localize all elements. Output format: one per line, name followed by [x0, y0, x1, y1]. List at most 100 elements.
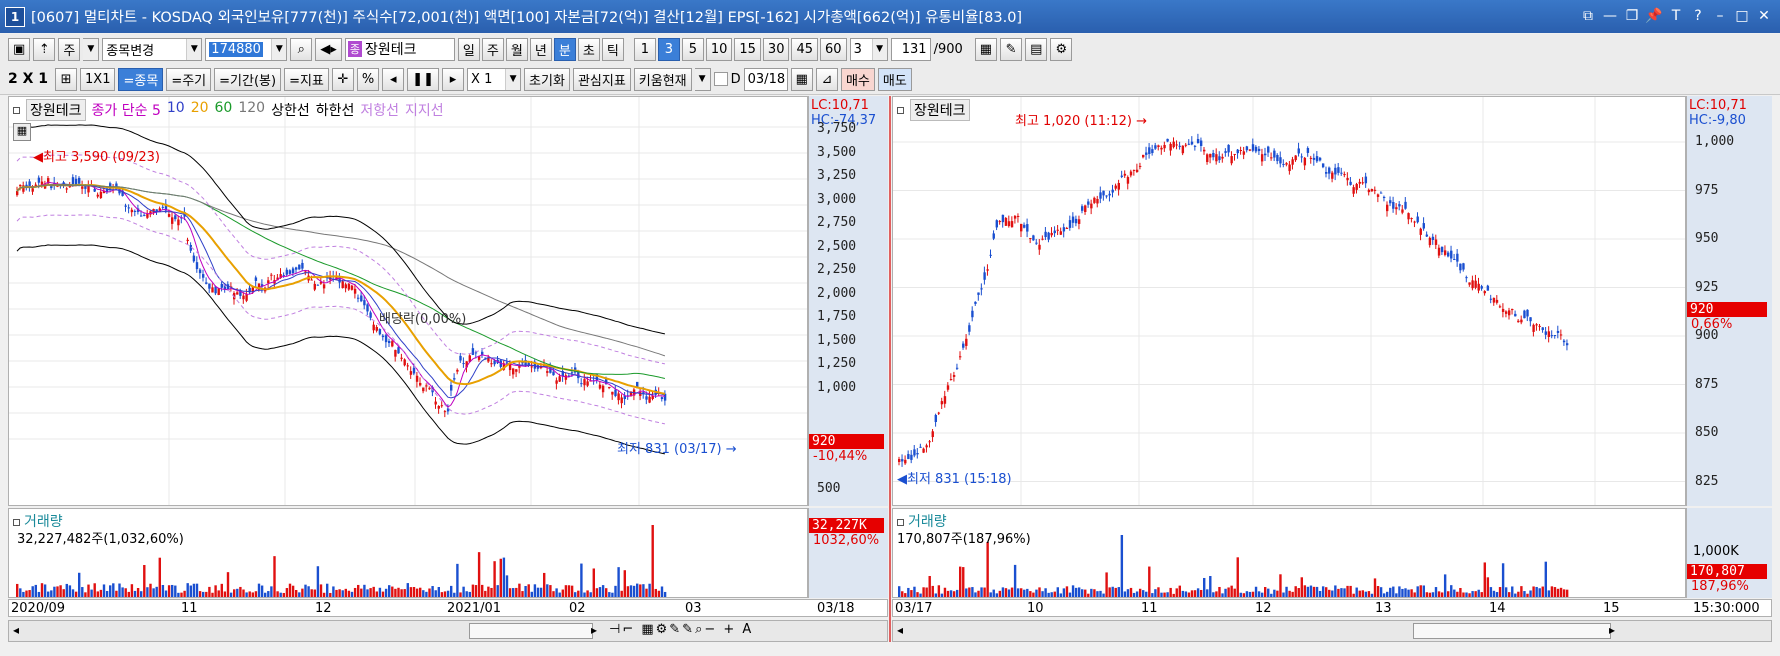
link-tab[interactable]: =종목	[118, 67, 164, 91]
left-price-pane[interactable]: ◀최고 3,590 (09/23) 배당락(0,00%) 최저 831 (03/17…	[8, 96, 808, 506]
kiwoom-dropdown[interactable]: ▼	[694, 67, 711, 91]
table-icon[interactable]: ▦	[13, 123, 31, 141]
layout-icon[interactable]: ▣	[8, 37, 31, 61]
stock-code-input[interactable]: 174880 ▼	[205, 37, 288, 61]
link-tab[interactable]: =지표	[284, 67, 329, 91]
link-tab[interactable]: =기간(봉)	[214, 67, 282, 91]
minimize-icon[interactable]: —	[1603, 8, 1617, 24]
legend-item[interactable]: 저항선	[360, 103, 399, 119]
interest-indicator-button[interactable]: 관심지표	[572, 67, 631, 91]
left-scrollbar[interactable]: ◂ ▸ ⊣⌐ ▦⚙✎✎⌕− + A	[8, 620, 888, 642]
link-tab[interactable]: =주기	[166, 67, 212, 91]
volume-bar	[586, 590, 589, 597]
indicator-add-icon[interactable]: ▦	[974, 37, 998, 61]
window-minimize-icon[interactable]: –	[1716, 8, 1724, 24]
draw-tool-icon[interactable]: ✎	[1000, 37, 1023, 61]
link-icon[interactable]: ⧉	[1583, 8, 1593, 24]
calendar-icon[interactable]: ▦	[790, 67, 813, 91]
candle-body	[998, 221, 1002, 223]
scroll-left-icon[interactable]: ◂	[897, 623, 904, 637]
legend-item[interactable]: 지지선	[405, 103, 444, 119]
support-line	[16, 214, 666, 425]
count-input[interactable]: 131	[890, 37, 931, 61]
minute-tab[interactable]: 60	[820, 37, 847, 61]
window-maximize-icon[interactable]: □	[1735, 8, 1749, 24]
minute-tab[interactable]: 1	[633, 37, 656, 61]
sell-button[interactable]: 매도	[877, 67, 912, 91]
minute-tab[interactable]: 10	[705, 37, 733, 61]
period-tab[interactable]: 일	[457, 37, 480, 61]
stock-name-field[interactable]: 종 장원테크	[344, 37, 455, 61]
font-icon[interactable]: T	[1671, 8, 1681, 24]
minute-tab[interactable]: 5	[681, 37, 704, 61]
candle-body	[353, 288, 357, 294]
multiplier-select[interactable]: X 1 ▼	[467, 67, 522, 91]
left-volume-pane[interactable]: 거래량 32,227,482주(1,032,60%)	[8, 508, 808, 598]
legend-item[interactable]: 상한선	[271, 103, 310, 119]
scroll-right-icon[interactable]: ▸	[1609, 623, 1616, 637]
volume-bar	[1523, 591, 1526, 597]
stock-change-select[interactable]: 종목변경 ▼	[102, 37, 203, 61]
ju-dropdown[interactable]: ▼	[83, 37, 100, 61]
ju-button[interactable]: 주	[58, 37, 81, 61]
legend-item[interactable]: 종가 단순 5	[91, 103, 161, 119]
candle-body	[648, 396, 651, 403]
help-icon[interactable]: ?	[1694, 8, 1702, 24]
custom-period-input[interactable]: 3 ▼	[849, 37, 888, 61]
volume-bar	[898, 586, 901, 597]
legend-toggle-icon[interactable]	[897, 106, 904, 114]
candle-body	[99, 191, 103, 199]
buy-button[interactable]: 매수	[840, 67, 875, 91]
split-divider[interactable]	[889, 96, 891, 642]
grid-icon[interactable]: ⊞	[55, 67, 78, 91]
save-icon[interactable]: ▤	[1025, 37, 1048, 61]
left-stock-name[interactable]: 장원테크	[26, 99, 86, 121]
period-tab[interactable]: 년	[529, 37, 552, 61]
scroll-left-icon[interactable]: ◂	[13, 623, 20, 637]
right-scrollbar[interactable]: ◂ ▸	[892, 620, 1772, 642]
kiwoom-current-button[interactable]: 키움현재	[633, 67, 692, 91]
reset-button[interactable]: 초기화	[524, 67, 570, 91]
date-input[interactable]: 03/18	[743, 67, 788, 91]
prev-icon[interactable]: ◂	[382, 67, 405, 91]
period-tab[interactable]: 틱	[601, 37, 624, 61]
minute-tab[interactable]: 3	[657, 37, 680, 61]
pin-icon[interactable]: 📌	[1645, 8, 1663, 24]
scroll-right-icon[interactable]: ▸	[591, 623, 598, 637]
right-volume-pane[interactable]: 거래량 170,807주(187,96%)	[892, 508, 1686, 598]
date-checkbox[interactable]	[713, 72, 728, 86]
right-stock-name[interactable]: 장원테크	[910, 99, 970, 121]
ruler-icon[interactable]: ⊿	[815, 67, 838, 91]
legend-toggle-icon[interactable]	[13, 106, 20, 114]
percent-button[interactable]: %	[356, 67, 380, 91]
window-close-icon[interactable]: ✕	[1758, 8, 1770, 24]
up-arrow-icon[interactable]: ⇡	[33, 37, 56, 61]
period-tab[interactable]: 주	[481, 37, 504, 61]
legend-item[interactable]: 10	[166, 100, 185, 116]
legend-item[interactable]: 하한선	[315, 103, 355, 119]
next-icon[interactable]: ▸	[442, 67, 465, 91]
candle-body	[391, 341, 394, 347]
speaker-icon[interactable]: ◀▸	[315, 37, 342, 61]
crosshair-icon[interactable]: ✛	[331, 67, 354, 91]
left-scroll-thumb[interactable]	[469, 623, 593, 639]
right-price-pane[interactable]: 최고 1,020 (11:12) → ◀최저 831 (15:18) 장원테크	[892, 96, 1686, 506]
volume-bar	[202, 591, 205, 597]
legend-item[interactable]: 20	[190, 100, 209, 116]
period-tab[interactable]: 월	[505, 37, 528, 61]
restore-icon[interactable]: ❐	[1625, 8, 1639, 24]
legend-item[interactable]: 60	[214, 100, 233, 116]
pause-icon[interactable]: ❚❚	[407, 67, 440, 91]
right-scroll-thumb[interactable]	[1413, 623, 1611, 639]
search-icon[interactable]: ⌕	[290, 37, 313, 61]
period-tab[interactable]: 분	[553, 37, 576, 61]
settings-gear-icon[interactable]: ⚙	[1050, 37, 1073, 61]
minute-tab[interactable]: 15	[734, 37, 761, 61]
volume-bar	[1138, 588, 1142, 597]
minute-tab[interactable]: 30	[762, 37, 790, 61]
period-tab[interactable]: 초	[577, 37, 600, 61]
left-zoom-tools[interactable]: ⊣⌐ ▦⚙✎✎⌕− + A	[609, 622, 754, 637]
one-by-one-button[interactable]: 1X1	[80, 67, 116, 91]
minute-tab[interactable]: 45	[791, 37, 819, 61]
legend-item[interactable]: 120	[238, 100, 266, 116]
